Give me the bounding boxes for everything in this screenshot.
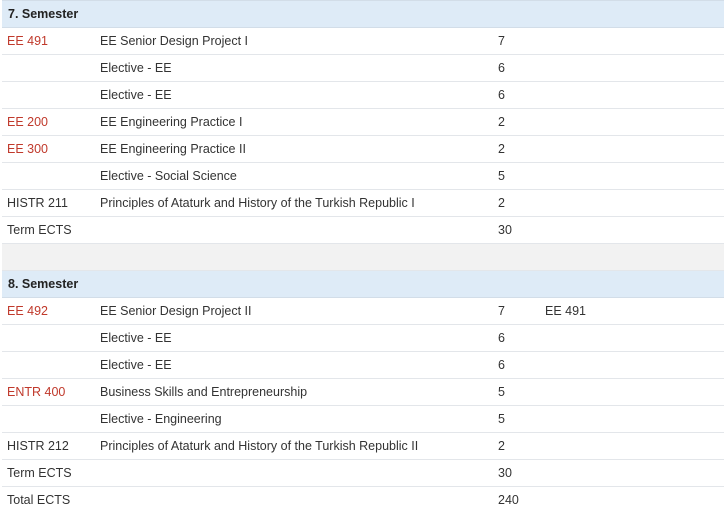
- table-row: EE 492 EE Senior Design Project II 7 EE …: [2, 298, 724, 325]
- course-ects: 6: [498, 331, 505, 345]
- semester-header-7: 7. Semester: [2, 0, 724, 28]
- table-row: Elective - EE 6: [2, 82, 724, 109]
- semester-header-8: 8. Semester: [2, 271, 724, 298]
- course-name: Business Skills and Entrepreneurship: [100, 385, 308, 399]
- table-row: HISTR 212 Principles of Ataturk and Hist…: [2, 433, 724, 460]
- semester-title: 7. Semester: [8, 7, 79, 21]
- course-name: Elective - EE: [100, 88, 172, 102]
- table-row: Elective - EE 6: [2, 352, 724, 379]
- course-name: Elective - EE: [100, 331, 172, 345]
- course-name: Elective - EE: [100, 61, 172, 75]
- course-code: HISTR 211: [7, 196, 68, 210]
- semester-spacer: [2, 244, 724, 271]
- semester-title: 8. Semester: [8, 277, 79, 291]
- course-name: Principles of Ataturk and History of the…: [100, 439, 419, 453]
- course-name: EE Engineering Practice I: [100, 115, 243, 129]
- course-ects: 5: [498, 385, 505, 399]
- course-name: EE Senior Design Project I: [100, 34, 248, 48]
- course-code: HISTR 212: [7, 439, 69, 453]
- term-ects-row: Term ECTS 30: [2, 460, 724, 487]
- course-name: EE Senior Design Project II: [100, 304, 252, 318]
- course-name: Elective - EE: [100, 358, 172, 372]
- course-ects: 5: [498, 169, 505, 183]
- table-row: HISTR 211 Principles of Ataturk and Hist…: [2, 190, 724, 217]
- course-ects: 7: [498, 304, 505, 318]
- course-name: Elective - Engineering: [100, 412, 222, 426]
- table-row: Elective - Engineering 5: [2, 406, 724, 433]
- total-ects-label: Total ECTS: [7, 493, 71, 507]
- course-name: Elective - Social Science: [100, 169, 237, 183]
- course-ects: 2: [498, 142, 505, 156]
- table-row: EE 300 EE Engineering Practice II 2: [2, 136, 724, 163]
- course-ects: 6: [498, 358, 505, 372]
- total-ects-row: Total ECTS 240: [2, 487, 724, 513]
- table-row: EE 200 EE Engineering Practice I 2: [2, 109, 724, 136]
- table-row: EE 491 EE Senior Design Project I 7: [2, 28, 724, 55]
- course-ects: 6: [498, 88, 505, 102]
- course-prerequisite: EE 491: [545, 304, 587, 318]
- table-row: Elective - Social Science 5: [2, 163, 724, 190]
- course-name: EE Engineering Practice II: [100, 142, 246, 156]
- course-ects: 7: [498, 34, 505, 48]
- course-ects: 2: [498, 439, 505, 453]
- table-row: Elective - EE 6: [2, 325, 724, 352]
- term-ects-label: Term ECTS: [7, 466, 72, 480]
- table-row: Elective - EE 6: [2, 55, 724, 82]
- course-ects: 6: [498, 61, 505, 75]
- course-ects: 2: [498, 196, 505, 210]
- course-code-link[interactable]: ENTR 400: [7, 385, 66, 399]
- term-ects-row: Term ECTS 30: [2, 217, 724, 244]
- course-ects: 2: [498, 115, 505, 129]
- term-ects-value: 30: [498, 466, 512, 480]
- course-name: Principles of Ataturk and History of the…: [100, 196, 415, 210]
- term-ects-value: 30: [498, 223, 512, 237]
- term-ects-label: Term ECTS: [7, 223, 72, 237]
- total-ects-value: 240: [498, 493, 519, 507]
- course-code-link[interactable]: EE 300: [7, 142, 49, 156]
- course-code-link[interactable]: EE 491: [7, 34, 49, 48]
- table-row: ENTR 400 Business Skills and Entrepreneu…: [2, 379, 724, 406]
- course-ects: 5: [498, 412, 505, 426]
- course-code-link[interactable]: EE 492: [7, 304, 49, 318]
- course-code-link[interactable]: EE 200: [7, 115, 49, 129]
